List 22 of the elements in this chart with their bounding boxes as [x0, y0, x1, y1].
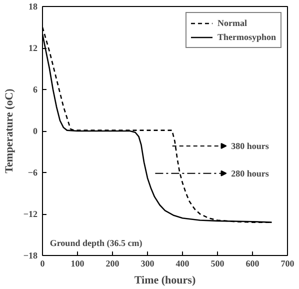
- y-tick-label: −6: [28, 168, 38, 178]
- annotation: 280 hours: [231, 168, 270, 178]
- legend-label: Thermosyphon: [217, 31, 276, 43]
- y-tick-label: −12: [23, 209, 38, 219]
- y-tick-label: 6: [33, 84, 38, 94]
- x-tick-label: 0: [40, 258, 46, 268]
- x-axis-title: Time (hours): [134, 274, 196, 286]
- y-axis-title: Temperature (oC): [3, 88, 16, 174]
- annotation: 380 hours: [231, 140, 270, 151]
- y-tick-label: −18: [23, 250, 38, 260]
- x-tick-label: 200: [106, 258, 120, 268]
- x-tick-label: 700: [280, 258, 295, 268]
- x-tick-label: 400: [176, 258, 190, 268]
- x-tick-label: 300: [140, 258, 155, 268]
- x-tick-label: 100: [70, 258, 85, 268]
- legend-label: Normal: [217, 17, 247, 29]
- y-tick-label: 18: [28, 2, 38, 12]
- x-tick-label: 600: [246, 258, 260, 268]
- y-tick-label: 0: [33, 126, 38, 136]
- x-tick-label: 500: [210, 258, 225, 268]
- y-tick-label: 12: [28, 43, 38, 53]
- annotation: Ground depth (36.5 cm): [50, 238, 142, 248]
